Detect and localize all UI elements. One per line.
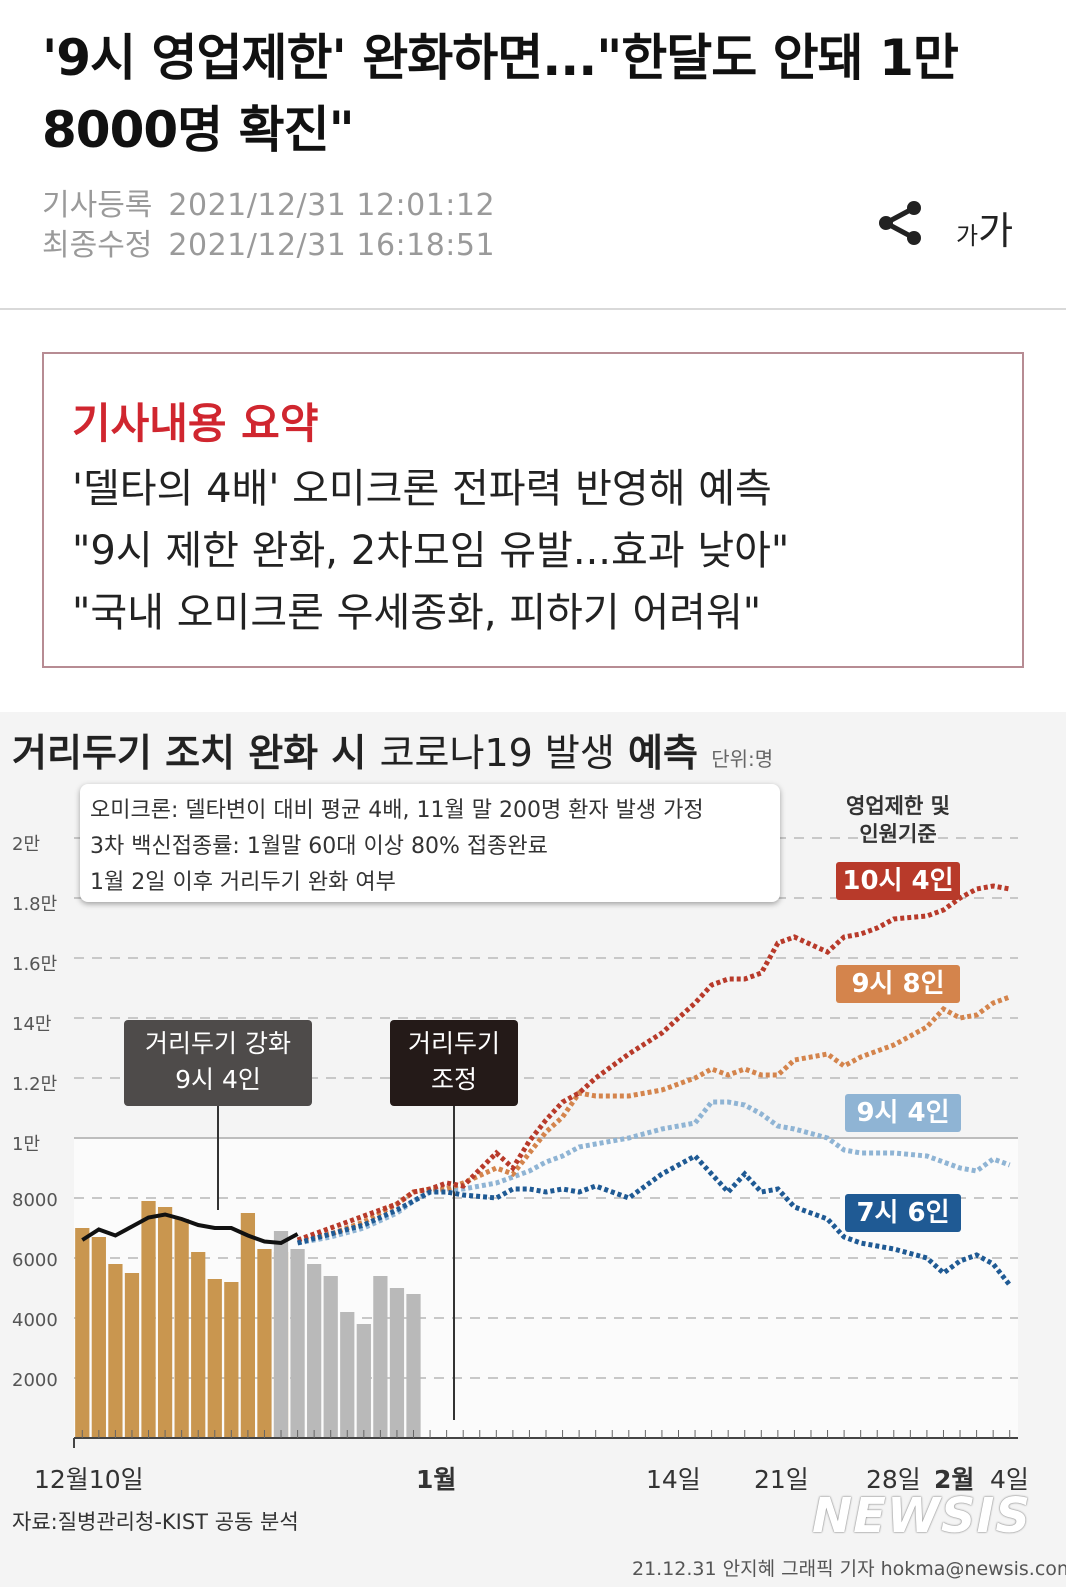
font-big-glyph: 가 [978, 209, 1014, 253]
bar-recent [389, 1288, 405, 1438]
series-line [297, 994, 1011, 1243]
callout-line: 거리두기 강화 [145, 1029, 291, 1058]
callout-line: 거리두기 [407, 1029, 500, 1058]
bar-recent [373, 1276, 388, 1438]
y-tick-label: 4000 [12, 1310, 58, 1331]
y-tick-label: 1.2만 [12, 1074, 58, 1095]
callout-line: 조정 [430, 1065, 477, 1094]
header-divider [0, 308, 1066, 310]
article-headline: '9시 영업제한' 완화하면..."한달도 안돼 1만 8000명 확진" [42, 29, 959, 159]
y-tick-label: 6000 [12, 1250, 58, 1271]
modified-label: 최종수정 [42, 228, 153, 263]
share-button[interactable] [874, 196, 928, 250]
bar-recent [323, 1276, 338, 1438]
modified-date: 2021/12/31 16:18:51 [168, 228, 496, 263]
assumption-notes: 오미크론: 델타변이 대비 평균 4배, 11월 말 200명 환자 발생 가정… [80, 784, 780, 902]
article-meta: 기사등록 2021/12/31 12:01:12 최종수정 2021/12/31 1… [42, 186, 495, 266]
legend-tag-10pm-4: 10시 4인 [836, 862, 960, 900]
bar-observed [124, 1273, 140, 1438]
x-tick-label: 4일 [990, 1465, 1029, 1494]
bar-observed [224, 1282, 239, 1438]
y-tick-label: 1만 [12, 1134, 41, 1155]
registered-date: 2021/12/31 12:01:12 [168, 188, 496, 223]
y-tick-label: 8000 [12, 1190, 58, 1211]
bar-observed [191, 1252, 206, 1438]
y-tick-label: 1.8만 [12, 894, 58, 915]
bar-observed [257, 1249, 272, 1438]
bar-observed [240, 1213, 256, 1438]
bar-recent [340, 1312, 355, 1438]
bar-recent [273, 1231, 289, 1438]
y-tick-label: 2000 [12, 1370, 58, 1391]
registered-label: 기사등록 [42, 188, 153, 223]
x-tick-label: 21일 [754, 1465, 809, 1494]
note-line: 3차 백신접종률: 1월말 60대 이상 80% 접종완료 [90, 834, 548, 859]
title-bold: 거리두기 조치 완화 시 [12, 731, 367, 775]
bar-recent [406, 1294, 421, 1438]
bar-recent [356, 1324, 371, 1438]
infographic-title: 거리두기 조치 완화 시 코로나19 발생 예측 단위:명 [12, 722, 773, 777]
legend-title: 영업제한 및 인원기준 [836, 792, 960, 848]
graphic-credit: 21.12.31 안지혜 그래픽 기자 hokma@newsis.com [632, 1558, 1066, 1580]
summary-line: "국내 오미크론 우세종화, 피하기 어려워" [72, 590, 762, 636]
summary-title: 기사내용 요약 [72, 399, 319, 448]
infographic: 거리두기 조치 완화 시 코로나19 발생 예측 단위:명 오미크론: 델타변이… [0, 712, 1066, 1587]
bar-observed [75, 1228, 90, 1438]
moving-average-line [81, 1212, 299, 1246]
share-icon [879, 201, 921, 245]
legend-title-line: 인원기준 [859, 822, 937, 846]
legend-tag-9pm-8: 9시 8인 [836, 965, 960, 1003]
x-tick-label: 1월 [416, 1465, 457, 1494]
bar-observed [157, 1207, 173, 1438]
bar-observed [91, 1237, 106, 1438]
bar-observed [207, 1279, 222, 1438]
newsis-logo: NEWSIS [812, 1488, 1031, 1544]
summary-box: 기사내용 요약 '델타의 4배' 오미크론 전파력 반영해 예측 "9시 제한 … [42, 352, 1024, 668]
callout-line: 9시 4인 [175, 1065, 261, 1094]
font-small-glyph: 가 [956, 222, 979, 250]
callout-adjust: 거리두기 조정 [390, 1020, 518, 1106]
note-line: 오미크론: 델타변이 대비 평균 4배, 11월 말 200명 환자 발생 가정 [90, 798, 704, 823]
x-tick-label: 28일 [866, 1465, 921, 1494]
x-tick-label: 14일 [646, 1465, 701, 1494]
legend-tag-9pm-4: 9시 4인 [845, 1094, 961, 1132]
summary-line: '델타의 4배' 오미크론 전파력 반영해 예측 [72, 466, 772, 512]
legend-title-line: 영업제한 및 [846, 794, 950, 818]
series-line [296, 883, 1011, 1243]
source-note: 자료:질병관리청-KIST 공동 분석 [12, 1510, 299, 1534]
x-tick-label: 2월 [934, 1465, 975, 1494]
y-tick-label: 1.6만 [12, 954, 58, 975]
title-thin: 코로나19 발생 [379, 731, 615, 775]
y-tick-label: 2만 [12, 834, 41, 855]
legend-tag-7pm-6: 7시 6인 [845, 1194, 961, 1232]
bar-observed [141, 1201, 156, 1438]
note-line: 1월 2일 이후 거리두기 완화 여부 [90, 870, 396, 895]
series-line [296, 1152, 1012, 1287]
summary-line: "9시 제한 완화, 2차모임 유발...효과 낮아" [72, 528, 790, 574]
y-tick-label: 14만 [12, 1014, 52, 1035]
bar-observed [174, 1219, 189, 1438]
title-bold2: 예측 [628, 731, 698, 775]
x-tick-label: 12월10일 [34, 1465, 144, 1494]
bar-recent [290, 1249, 305, 1438]
bar-observed [108, 1264, 123, 1438]
summary-lines: '델타의 4배' 오미크론 전파력 반영해 예측 "9시 제한 완화, 2차모임… [72, 458, 789, 644]
unit-label: 단위:명 [711, 747, 774, 771]
font-size-button[interactable]: 가가 [956, 200, 1013, 255]
bar-recent [307, 1264, 322, 1438]
callout-strengthen: 거리두기 강화 9시 4인 [124, 1020, 312, 1106]
